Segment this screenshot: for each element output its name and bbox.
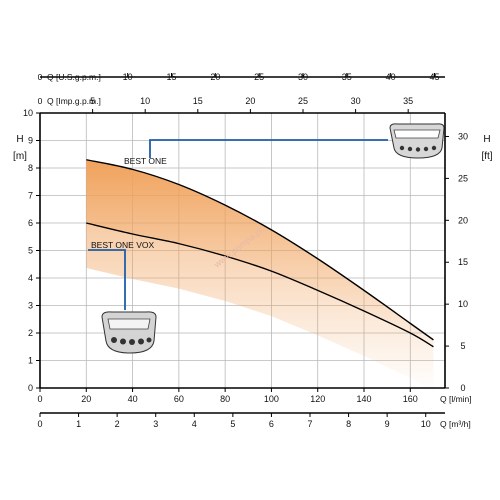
y-right-tick-label: 5: [460, 341, 465, 351]
y-left-tick-label: 2: [28, 328, 33, 338]
x-primary-tick-label: 120: [310, 394, 325, 404]
x-top1-tick-label: 35: [342, 72, 352, 82]
series-line-best-one-vox: [86, 222, 434, 348]
y-right-tick-label: 30: [458, 131, 468, 141]
best-one-vox-callout: [88, 249, 126, 310]
y-left-tick-label: 4: [28, 273, 33, 283]
performance-band: [86, 159, 434, 392]
y-right-label-top: H: [483, 134, 490, 145]
x-top1-zero: 0: [38, 72, 43, 82]
x-top2-tick-label: 5: [90, 96, 95, 106]
x-primary-label: Q [l/min]: [440, 394, 472, 404]
axes: [39, 76, 446, 414]
best-one-pump-base-image: [389, 123, 445, 159]
series-label-best-one: BEST ONE: [124, 156, 167, 166]
x-primary-tick-label: 0: [37, 394, 42, 404]
x-primary-tick-label: 140: [356, 394, 371, 404]
series-label-best-one-vox: BEST ONE VOX: [91, 240, 154, 250]
x-top2-tick-label: 35: [403, 96, 413, 106]
x-top2-tick-label: 25: [298, 96, 308, 106]
y-left-tick-label: 1: [28, 356, 33, 366]
y-right-tick-label: 20: [458, 215, 468, 225]
x-primary-tick-label: 60: [174, 394, 184, 404]
x-top2-tick-label: 15: [193, 96, 203, 106]
x-top1-tick-label: 10: [123, 72, 133, 82]
best-one-callout: [149, 139, 388, 158]
x-top2-zero: 0: [38, 96, 43, 106]
x-top1-label: Q [U.S.g.p.m.]: [47, 72, 101, 82]
x-top1-tick-label: 40: [386, 72, 396, 82]
x-secondary-tick-label: 1: [76, 419, 81, 429]
series-line-best-one: [86, 159, 434, 341]
x-secondary-tick-label: 8: [346, 419, 351, 429]
y-right-tick-label: 10: [458, 299, 468, 309]
y-left-tick-label: 10: [23, 108, 33, 118]
x-primary-tick-label: 100: [264, 394, 279, 404]
best-one-vox-pump-base-image: [101, 311, 157, 354]
x-secondary-tick-label: 2: [115, 419, 120, 429]
y-left-label-top: H: [16, 134, 23, 145]
y-right-tick-label: 25: [458, 173, 468, 183]
x-top1-tick-label: 15: [166, 72, 176, 82]
y-right-tick-label: 0: [460, 383, 465, 393]
x-top1-tick-label: 30: [298, 72, 308, 82]
band-fade: [86, 223, 434, 392]
y-right-tick-label: 15: [458, 257, 468, 267]
x-secondary-tick-label: 5: [230, 419, 235, 429]
x-secondary-tick-label: 6: [269, 419, 274, 429]
x-secondary-tick-label: 10: [421, 419, 431, 429]
x-secondary-label: Q [m³/h]: [440, 419, 471, 429]
x-secondary-tick-label: 7: [307, 419, 312, 429]
x-top1-tick-label: 25: [254, 72, 264, 82]
x-primary-tick-label: 40: [128, 394, 138, 404]
x-secondary-tick-label: 9: [385, 419, 390, 429]
y-left-label-bottom: [m]: [13, 151, 27, 162]
y-left-tick-label: 6: [28, 218, 33, 228]
curves: [86, 159, 434, 348]
y-left-tick-label: 9: [28, 136, 33, 146]
band-area: [86, 159, 434, 347]
x-primary-tick-label: 160: [403, 394, 418, 404]
x-primary-tick-label: 80: [220, 394, 230, 404]
x-top2-tick-label: 30: [351, 96, 361, 106]
y-left-tick-label: 0: [28, 383, 33, 393]
y-left-tick-label: 3: [28, 301, 33, 311]
x-top1-tick-label: 45: [429, 72, 439, 82]
x-top1-tick-label: 20: [210, 72, 220, 82]
y-left-tick-label: 5: [28, 246, 33, 256]
y-right-label-bottom: [ft]: [481, 151, 492, 162]
x-top2-label: Q [Imp.g.p.m.]: [47, 96, 101, 106]
y-left-tick-label: 8: [28, 163, 33, 173]
x-top2-tick-label: 10: [140, 96, 150, 106]
y-left-tick-label: 7: [28, 191, 33, 201]
x-primary-tick-label: 20: [81, 394, 91, 404]
x-secondary-tick-label: 3: [153, 419, 158, 429]
x-top2-tick-label: 20: [245, 96, 255, 106]
x-secondary-tick-label: 4: [192, 419, 197, 429]
x-secondary-tick-label: 0: [37, 419, 42, 429]
